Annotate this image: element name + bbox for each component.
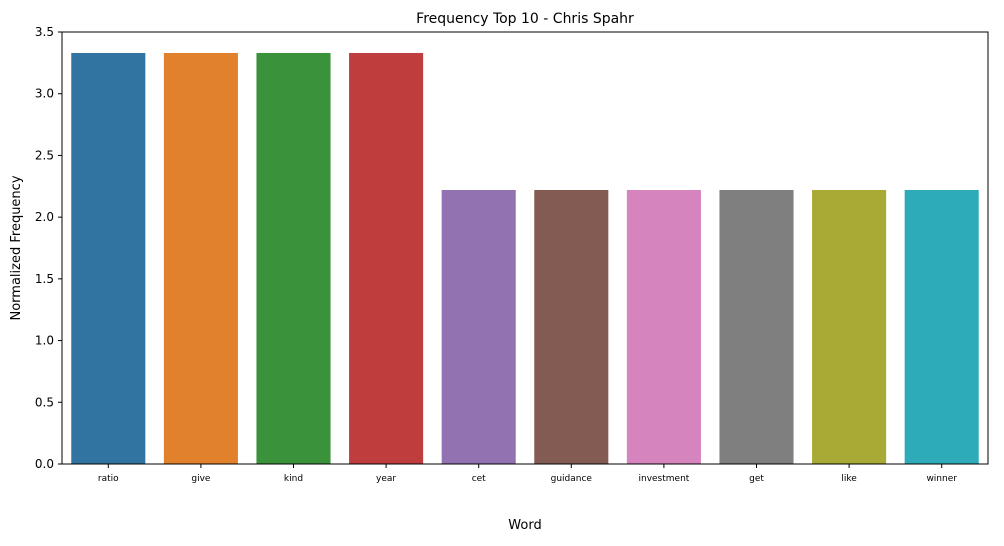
bar-winner — [904, 189, 979, 465]
bar-ratio — [71, 52, 146, 464]
bar-give — [163, 52, 238, 464]
y-tick-label: 0.0 — [35, 457, 54, 471]
y-tick-label: 2.5 — [35, 148, 54, 162]
bars-layer — [71, 52, 979, 465]
y-tick-label: 3.0 — [35, 87, 54, 101]
y-axis: 0.0 0.5 1.0 1.5 2.0 2.5 3.0 3.5 — [35, 25, 62, 471]
y-tick-label: 1.5 — [35, 272, 54, 286]
y-tick-label: 2.0 — [35, 210, 54, 224]
x-axis: ratio give kind year cet guidance investment ge… — [98, 464, 957, 484]
x-tick-label: investment — [638, 474, 689, 484]
y-tick-label: 3.5 — [35, 25, 54, 39]
bar-like — [812, 189, 887, 465]
x-tick-label: winner — [926, 474, 957, 484]
x-tick-label: guidance — [551, 474, 593, 484]
x-tick-label: give — [191, 474, 211, 484]
bar-cet — [441, 189, 516, 465]
y-tick-label: 0.5 — [35, 395, 54, 409]
y-axis-label: Normalized Frequency — [9, 175, 24, 320]
y-tick-label: 1.0 — [35, 334, 54, 348]
x-tick-label: kind — [284, 474, 303, 484]
x-tick-label: get — [749, 474, 764, 484]
x-tick-label: year — [376, 474, 396, 484]
x-tick-label: like — [841, 474, 857, 484]
x-tick-label: cet — [472, 474, 486, 484]
x-tick-label: ratio — [98, 474, 119, 484]
bar-year — [349, 52, 424, 464]
plot-frame — [61, 31, 989, 465]
chart-title: Frequency Top 10 - Chris Spahr — [416, 11, 634, 27]
bar-get — [719, 189, 794, 465]
bar-investment — [626, 189, 701, 465]
bar-guidance — [534, 189, 609, 465]
x-axis-label: Word — [508, 518, 541, 533]
bar-kind — [256, 52, 331, 464]
